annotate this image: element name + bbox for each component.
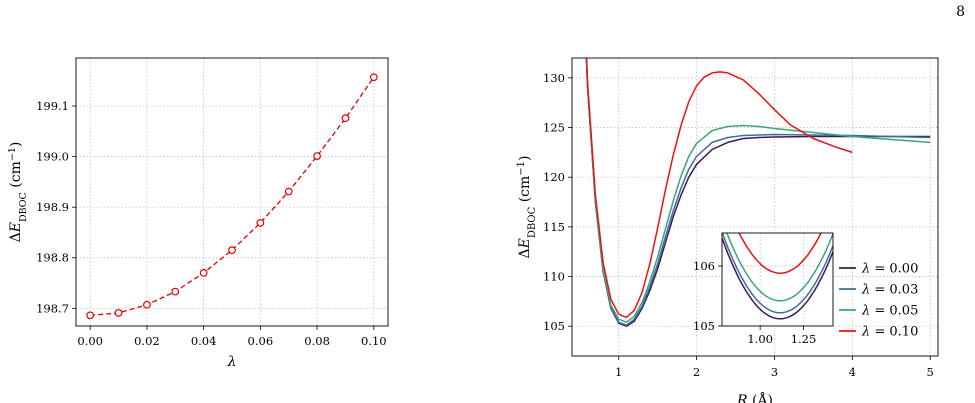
y-axis-label: ΔEDBOC (cm−1): [7, 142, 29, 243]
inset-y-tick-label: 105: [693, 319, 715, 333]
inset-x-tick-label: 1.25: [791, 332, 817, 346]
inset-y-tick-label: 106: [693, 259, 715, 273]
series-layer: [585, 58, 931, 327]
y-tick-label: 199.1: [36, 99, 69, 113]
x-tick-label: 0.08: [304, 334, 330, 348]
x-tick-label: 0.06: [248, 334, 274, 348]
y-tick-label: 130: [543, 71, 565, 85]
y-tick-label: 110: [543, 270, 565, 284]
data-point: [114, 308, 123, 317]
legend: λ = 0.00 λ = 0.03 λ = 0.05 λ = 0.10: [839, 262, 918, 340]
minimum-inset: 1.00 1.25 105 106: [693, 232, 834, 346]
inset-x-tick-label: 1.00: [747, 332, 773, 346]
plot-frame: [571, 57, 939, 357]
data-point: [86, 311, 95, 320]
x-axis-label: R (Å): [736, 391, 773, 403]
inset-series-line: [722, 233, 833, 314]
data-point: [256, 218, 265, 227]
legend-label: λ = 0.05: [861, 304, 918, 319]
series-line: [90, 76, 375, 317]
legend-label: λ = 0.03: [861, 283, 918, 298]
inset-series-line: [726, 233, 833, 302]
y-tick-label: 198.8: [36, 251, 69, 265]
x-tick-label: 0.02: [134, 334, 160, 348]
series-line: [585, 58, 931, 323]
data-point: [199, 269, 208, 277]
inset-frame: [721, 232, 834, 327]
legend-label: λ = 0.00: [861, 262, 918, 277]
y-tick-label: 105: [543, 319, 565, 333]
y-tick-label: 120: [543, 170, 565, 184]
data-point: [284, 187, 293, 196]
x-tick-label: 0.00: [77, 334, 103, 348]
x-tick-label: 1: [615, 365, 622, 379]
bond-length-chart: 1 2 3 4 5 105 110 115 120 125 130 R (Å) ΔEDBOC (cm…: [516, 57, 939, 403]
x-tick-label: 2: [693, 365, 700, 379]
inset-series-line: [738, 233, 822, 274]
x-tick-label: 0.04: [191, 334, 217, 348]
series-layer: [86, 73, 378, 320]
y-tick-label: 199.0: [36, 150, 69, 164]
page-number: 8: [956, 4, 965, 20]
ticks: 1 2 3 4 5 105 110 115 120 125 130: [543, 71, 934, 379]
legend-label: λ = 0.10: [861, 325, 918, 340]
y-tick-label: 198.7: [36, 301, 69, 315]
x-tick-label: 0.10: [361, 334, 387, 348]
x-tick-label: 4: [849, 365, 856, 379]
y-tick-label: 198.9: [36, 200, 69, 214]
inset-series-layer: [722, 233, 833, 320]
x-tick-label: 3: [771, 365, 778, 379]
y-axis-label: ΔEDBOC (cm−1): [516, 155, 538, 258]
y-tick-label: 125: [543, 121, 565, 135]
data-point: [341, 114, 350, 123]
lambda-dependence-chart: 0.00 0.02 0.04 0.06 0.08 0.10 198.7 198.8 198.9 1…: [7, 57, 389, 370]
x-axis-label: λ: [227, 354, 237, 370]
inset-series-line: [722, 237, 833, 320]
series-line: [585, 58, 853, 319]
data-point: [143, 300, 151, 309]
x-tick-label: 5: [927, 365, 934, 379]
inset-ticks: 1.00 1.25 105 106: [693, 259, 816, 346]
data-point: [369, 73, 378, 82]
plot-frame: [75, 57, 389, 327]
data-point: [171, 287, 180, 296]
y-tick-label: 115: [543, 220, 565, 234]
ticks: 0.00 0.02 0.04 0.06 0.08 0.10 198.7 198.8 198.9 1…: [36, 99, 387, 348]
inset-background: [722, 233, 833, 326]
data-point: [313, 152, 321, 160]
grid: [76, 58, 388, 326]
data-point: [228, 246, 236, 255]
